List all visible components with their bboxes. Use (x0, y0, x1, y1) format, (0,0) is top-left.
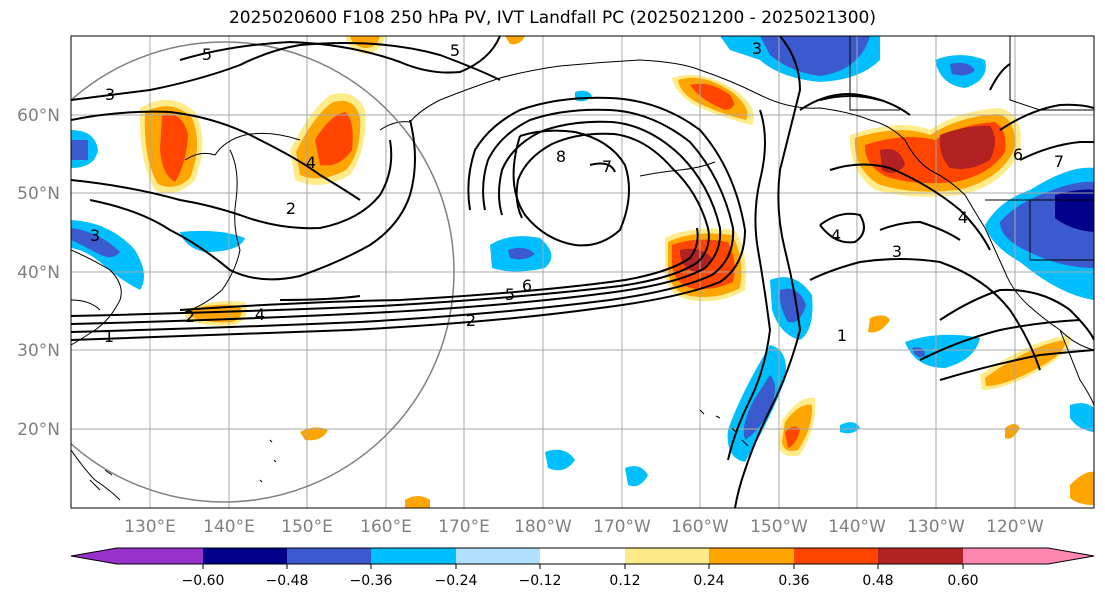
contour-label: 5 (202, 45, 212, 64)
colorbar-tick-label: 0.36 (778, 573, 809, 589)
contour-label: 8 (556, 147, 566, 166)
contour-label: 1 (837, 326, 847, 345)
positive-pv-region (350, 36, 380, 48)
negative-pv-region (779, 288, 806, 323)
colorbar-segment (625, 548, 709, 564)
colorbar-segment (794, 548, 878, 564)
negative-pv-region (840, 422, 860, 434)
contour-label: 3 (752, 39, 762, 58)
negative-pv-region (545, 449, 575, 471)
lon-label: 120°W (986, 517, 1044, 537)
lon-label: 180°W (514, 517, 572, 537)
colorbar-tick-label: −0.12 (519, 573, 562, 589)
map-frame (70, 35, 1095, 509)
colorbar-segment (540, 548, 625, 564)
positive-pv-region (1070, 471, 1094, 505)
lon-label: 150°W (750, 517, 808, 537)
contour-label: 4 (306, 153, 316, 172)
contour-label: 3 (105, 85, 115, 104)
negative-pv-region (1070, 403, 1094, 432)
contour-label: 4 (958, 208, 968, 227)
contour-label: 2 (286, 199, 296, 218)
contour-label: 5 (505, 285, 515, 304)
contour-label: 7 (602, 157, 612, 176)
negative-pv-region (508, 247, 535, 260)
colorbar-tick-label: 0.48 (862, 573, 893, 589)
chart-title: 2025020600 F108 250 hPa PV, IVT Landfall… (228, 8, 876, 28)
negative-pv-region (950, 62, 975, 76)
contour-label: 2 (185, 307, 195, 326)
positive-pv-region (868, 315, 890, 333)
negative-pv-region (71, 228, 120, 257)
negative-pv-region (625, 466, 648, 487)
contour-label: 4 (831, 226, 841, 245)
lat-label-40n: 40°N (17, 263, 60, 283)
contour-label: 1 (104, 327, 114, 346)
map-grid (71, 36, 1094, 508)
colorbar-segment (117, 548, 203, 564)
contour-label: 6 (1013, 145, 1023, 164)
colorbar-tick-label: −0.60 (182, 573, 225, 589)
lon-label: 170°W (593, 517, 651, 537)
colorbar-tick-label: 0.60 (947, 573, 978, 589)
colorbar-segment (963, 548, 1048, 564)
lon-label: 130°E (124, 517, 176, 537)
colorbar-extend-high (1048, 548, 1094, 564)
positive-pv-region (690, 83, 734, 110)
longitude-labels: 130°E 140°E 150°E 160°E 170°E 180°W 170°… (124, 517, 1044, 537)
positive-pv-region (939, 125, 995, 169)
positive-pv-region (785, 426, 800, 448)
lon-label: 150°E (281, 517, 333, 537)
contour-label: 3 (892, 242, 902, 261)
colorbar-segment (709, 548, 794, 564)
colorbar-segment (203, 548, 287, 564)
colorbar-segment (371, 548, 456, 564)
lat-label-60n: 60°N (17, 106, 60, 126)
positive-pv-region (405, 496, 430, 508)
lon-label: 130°W (907, 517, 965, 537)
latitude-labels: 60°N 50°N 40°N 30°N 20°N (17, 106, 60, 440)
positive-pv-region (505, 36, 525, 45)
pv-contours (71, 36, 1094, 508)
coastlines (71, 36, 1094, 501)
colorbar-tick-label: 0.24 (693, 573, 724, 589)
colorbar: −0.60 −0.48 −0.36 −0.24 −0.12 0.12 0.24 … (70, 547, 1095, 589)
lon-label: 170°E (438, 517, 490, 537)
lat-label-30n: 30°N (17, 341, 60, 361)
colorbar-segment (878, 548, 963, 564)
lon-label: 140°W (828, 517, 886, 537)
negative-pv-region (71, 140, 88, 160)
contour-label: 6 (522, 276, 532, 295)
negative-pv-region (743, 375, 775, 440)
lon-label: 140°E (203, 517, 255, 537)
pv-shading (71, 36, 1094, 508)
contour-label: 3 (90, 226, 100, 245)
lat-label-20n: 20°N (17, 420, 60, 440)
range-circle (71, 41, 455, 503)
contour-label: 2 (466, 311, 476, 330)
contour-labels: 5 5 3 3 3 8 7 7 6 6 5 4 4 4 4 2 2 1 1 2 … (90, 39, 1064, 346)
contour-label: 7 (1054, 152, 1064, 171)
colorbar-tick-label: −0.36 (350, 573, 393, 589)
contour-label: 5 (450, 41, 460, 60)
positive-pv-region (1005, 424, 1020, 439)
contour-label: 4 (255, 305, 265, 324)
positive-pv-region (985, 340, 1066, 386)
colorbar-segment (287, 548, 371, 564)
positive-pv-region (160, 114, 188, 182)
colorbar-segment (456, 548, 540, 564)
colorbar-extend-low (71, 548, 117, 564)
positive-pv-region (315, 112, 353, 166)
lat-label-50n: 50°N (17, 184, 60, 204)
lon-label: 160°W (671, 517, 729, 537)
lon-label: 160°E (360, 517, 412, 537)
colorbar-tick-label: 0.12 (609, 573, 640, 589)
colorbar-outline (70, 547, 1095, 565)
colorbar-tick-label: −0.48 (266, 573, 309, 589)
colorbar-tick-label: −0.24 (435, 573, 478, 589)
